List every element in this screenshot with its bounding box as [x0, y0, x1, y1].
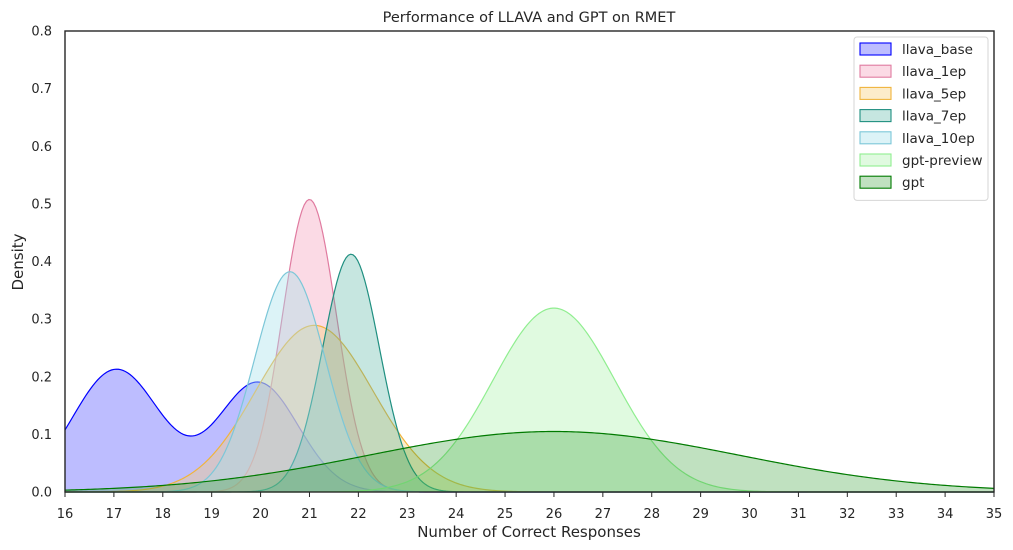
y-tick-label: 0.6	[31, 140, 52, 155]
area-llava_base	[65, 369, 994, 492]
x-tick-label: 17	[106, 507, 123, 522]
legend-swatch-llava_7ep	[859, 109, 892, 123]
y-tick-label: 0.7	[31, 82, 52, 97]
plot-frame	[64, 30, 995, 493]
line-gpt	[64, 430, 995, 491]
legend-label-llava_10ep: llava_10ep	[902, 131, 975, 147]
area-llava_10ep	[65, 271, 994, 492]
y-axis-ticks: 0.0 0.1 0.2 0.3 0.4 0.5 0.6 0.7 0.8	[31, 25, 52, 501]
x-tick-label: 18	[155, 507, 172, 522]
legend-label-gpt: gpt	[902, 175, 924, 191]
x-tick-label: 34	[937, 507, 954, 522]
series-gpt	[64, 430, 995, 492]
x-tick-label: 27	[595, 507, 612, 522]
x-axis-label: Number of Correct Responses	[417, 523, 641, 541]
x-tick-label: 19	[203, 507, 220, 522]
x-tick-label: 25	[497, 507, 514, 522]
x-tick-label: 20	[252, 507, 269, 522]
y-tick-label: 0.2	[31, 370, 52, 385]
x-tick-label: 26	[546, 507, 563, 522]
density-curves	[64, 198, 995, 493]
legend-label-llava_base: llava_base	[902, 42, 973, 58]
y-tick-label: 0.0	[31, 486, 52, 501]
legend-swatch-gpt	[859, 175, 892, 189]
legend-swatch-llava_base	[859, 42, 892, 56]
chart-title: Performance of LLAVA and GPT on RMET	[383, 10, 676, 26]
x-axis-ticks: 16 17 18 19 20 21 22 23 24 25 26 27 28 29 30 31 32 33 34 35	[57, 492, 1003, 522]
y-tick-label: 0.4	[31, 255, 52, 270]
legend-label-llava_1ep: llava_1ep	[902, 64, 966, 80]
x-tick-label: 31	[790, 507, 807, 522]
legend-swatch-llava_10ep	[859, 131, 892, 145]
x-tick-label: 30	[741, 507, 758, 522]
area-gpt-preview	[65, 308, 994, 492]
legend-swatch-gpt-preview	[859, 153, 892, 167]
x-tick-label: 29	[692, 507, 709, 522]
y-tick-label: 0.8	[31, 25, 52, 40]
x-tick-label: 24	[448, 507, 465, 522]
area-llava_1ep	[65, 199, 994, 493]
legend: llava_base llava_1ep llava_5ep llava_7eplla…	[853, 36, 989, 201]
x-tick-label: 33	[888, 507, 905, 522]
y-tick-label: 0.1	[31, 428, 52, 443]
x-tick-label: 23	[399, 507, 416, 522]
x-tick-label: 22	[350, 507, 367, 522]
legend-swatch-llava_1ep	[859, 64, 892, 78]
y-axis-label: Density	[9, 233, 27, 290]
area-gpt	[65, 431, 994, 492]
y-tick-label: 0.5	[31, 197, 52, 212]
y-tick-label: 0.3	[31, 313, 52, 328]
x-tick-label: 32	[839, 507, 856, 522]
x-tick-label: 16	[57, 507, 74, 522]
x-tick-label: 28	[643, 507, 660, 522]
legend-label-gpt-preview: gpt-preview	[902, 153, 983, 169]
legend-label-llava_5ep: llava_5ep	[902, 86, 966, 102]
legend-swatch-llava_5ep	[859, 86, 892, 100]
area-llava_5ep	[65, 325, 994, 492]
x-tick-label: 21	[301, 507, 318, 522]
legend-label-llava_7ep: llava_7ep	[902, 109, 966, 125]
x-tick-label: 35	[986, 507, 1003, 522]
